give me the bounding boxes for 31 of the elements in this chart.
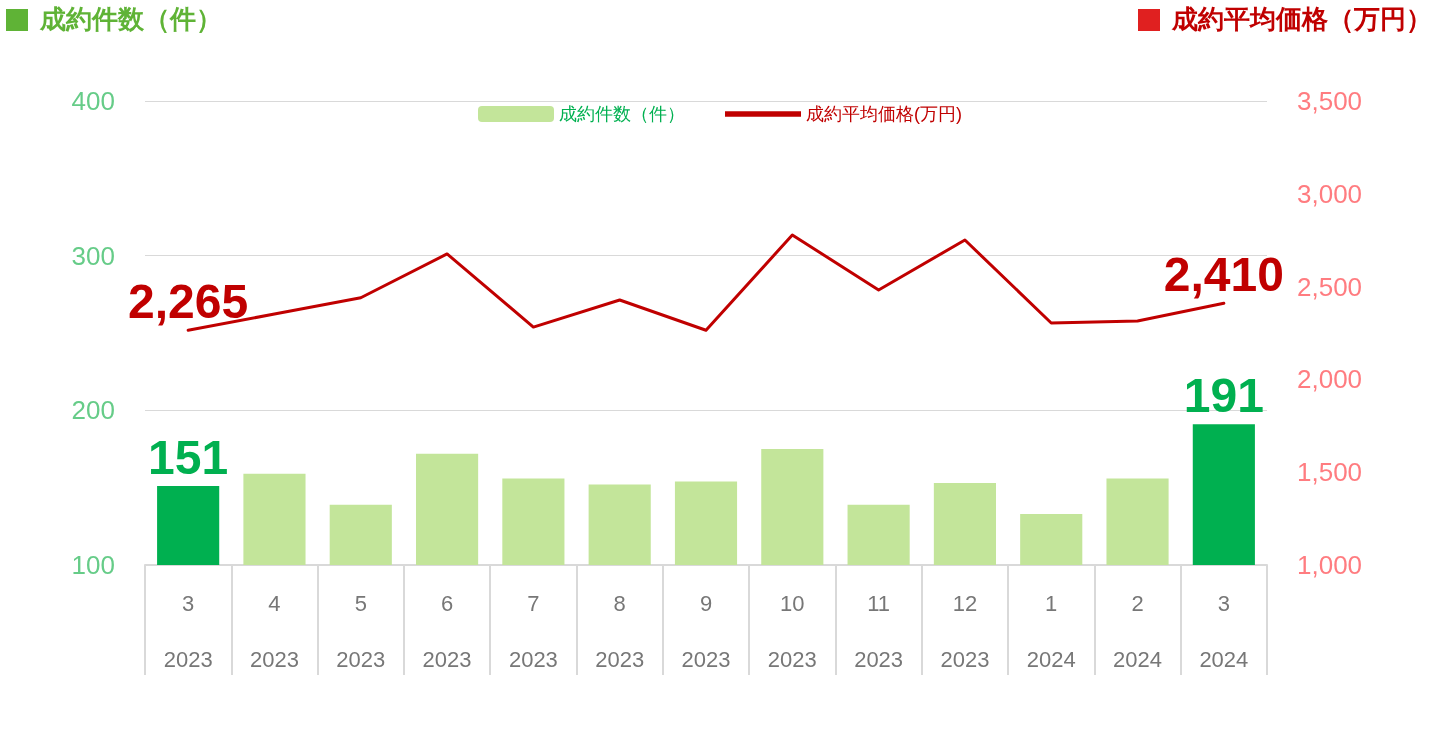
y2-tick-label: 2,500 (1297, 271, 1363, 302)
data-label: 2,265 (128, 274, 249, 328)
y2-tick-label: 3,000 (1297, 178, 1363, 209)
y-tick-label: 400 (71, 86, 115, 116)
category-label: 3 2023 (163, 590, 213, 672)
category-label: 1 2024 (1026, 590, 1076, 672)
y-tick-label: 100 (71, 550, 115, 580)
category-label: 6 2023 (422, 590, 472, 672)
y-tick-label: 300 (71, 240, 115, 271)
y2-axis-title: 成約平均価格（万円） (1172, 3, 1432, 36)
legend-label: 成約件数（件） (559, 104, 686, 124)
category-label: 3 2024 (1199, 590, 1249, 672)
y2-tick-label: 2,000 (1297, 364, 1363, 395)
category-label: 8 2023 (595, 590, 645, 672)
legend-label: 成約平均価格(万円) (806, 104, 963, 124)
category-label: 4 2023 (249, 590, 299, 672)
y2-tick-label: 1,000 (1297, 550, 1363, 580)
category-label: 5 2023 (336, 590, 386, 672)
category-label: 2 2024 (1113, 590, 1163, 672)
category-label: 7 2023 (508, 590, 558, 672)
data-label: 2,410 (1163, 247, 1284, 301)
category-label: 12 2023 (940, 590, 990, 672)
category-label: 10 2023 (767, 590, 817, 672)
data-label: 151 (148, 430, 229, 484)
category-label: 9 2023 (681, 590, 731, 672)
y-axis-title: 成約件数（件） (40, 3, 222, 36)
y-tick-label: 200 (71, 395, 115, 426)
y2-tick-label: 3,500 (1297, 86, 1363, 116)
data-label: 191 (1183, 368, 1264, 422)
y2-tick-label: 1,500 (1297, 457, 1363, 488)
category-label: 11 2023 (854, 590, 904, 672)
